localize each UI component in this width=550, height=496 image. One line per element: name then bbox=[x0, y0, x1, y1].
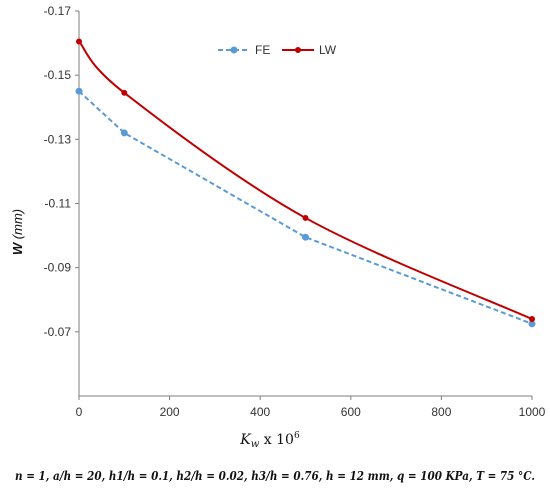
data-point-fe bbox=[302, 233, 309, 241]
y-tick-labels: -0.17 -0.15 -0.13 -0.11 -0.09 -0.07 bbox=[44, 4, 72, 339]
y-tick-label: -0.11 bbox=[45, 197, 72, 211]
y-tick-label: -0.13 bbox=[44, 132, 72, 146]
y-axis-title-unit: (mm) bbox=[10, 209, 25, 243]
data-point-lw bbox=[76, 38, 82, 45]
legend-label-lw: LW bbox=[319, 43, 337, 57]
series-points bbox=[75, 38, 536, 328]
x-axis-title-mid: x 10 bbox=[259, 432, 294, 448]
legend-label-fe: FE bbox=[255, 43, 270, 57]
data-point-fe bbox=[75, 87, 83, 95]
y-axis-title: W (mm) bbox=[10, 209, 25, 255]
x-tick-labels: 0 200 400 600 800 1000 bbox=[76, 405, 546, 419]
series-line-fe bbox=[78, 90, 533, 325]
x-axis-title-sup: 6 bbox=[294, 431, 300, 441]
data-point-fe bbox=[528, 320, 536, 328]
footnote: n = 1, a/h = 20, h1/h = 0.1, h2/h = 0.02… bbox=[15, 469, 535, 483]
y-tick-label: -0.17 bbox=[44, 4, 72, 18]
x-tick-label: 400 bbox=[250, 405, 270, 419]
y-tick-label: -0.15 bbox=[44, 68, 72, 82]
data-point-lw bbox=[529, 316, 535, 322]
x-tick-label: 800 bbox=[431, 405, 451, 419]
x-axis-title-main: K bbox=[239, 432, 252, 448]
x-tick-label: 1000 bbox=[519, 405, 546, 419]
x-tick-label: 600 bbox=[341, 405, 361, 419]
legend-marker-fe bbox=[230, 46, 238, 54]
y-tick-label: -0.07 bbox=[44, 325, 72, 339]
legend-marker-lw bbox=[295, 47, 301, 53]
x-tick-label: 200 bbox=[160, 405, 180, 419]
series-line-lw bbox=[78, 40, 533, 320]
x-tick-label: 0 bbox=[76, 405, 83, 419]
data-point-lw bbox=[302, 214, 309, 221]
axes bbox=[75, 10, 533, 400]
x-axis-title-sub: w bbox=[251, 439, 260, 450]
data-point-fe bbox=[120, 129, 128, 137]
y-axis-title-main: W bbox=[10, 241, 25, 255]
y-tick-label: -0.09 bbox=[44, 261, 72, 275]
legend: FE LW bbox=[218, 43, 337, 57]
data-point-lw bbox=[121, 89, 128, 96]
x-axis-title: Kw x 106 bbox=[239, 431, 300, 450]
series-lines bbox=[78, 40, 533, 325]
